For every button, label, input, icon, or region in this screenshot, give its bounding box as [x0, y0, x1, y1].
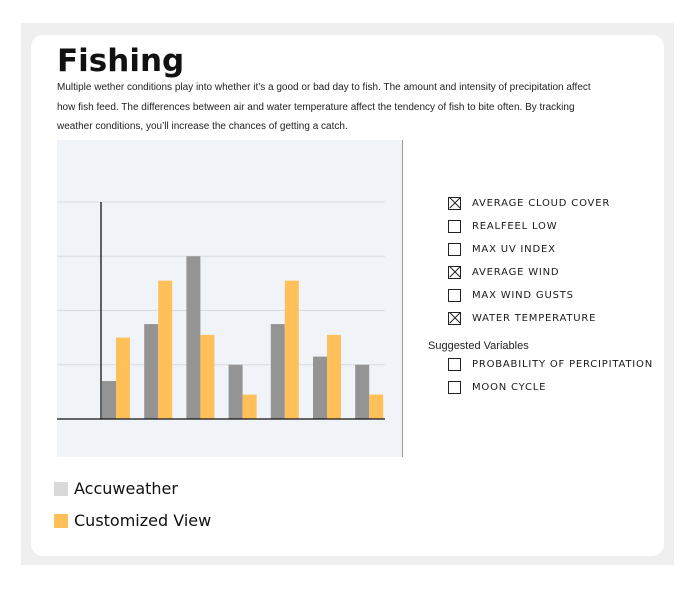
- checkbox[interactable]: [448, 196, 461, 210]
- option-water-temperature[interactable]: WATER TEMPERATURE: [448, 309, 596, 327]
- legend-item-customized-view: Customized View: [54, 511, 211, 530]
- legend-label: Customized View: [74, 511, 212, 530]
- bar-customized-view: [327, 334, 341, 419]
- checkbox[interactable]: [448, 265, 461, 279]
- option-average-cloud-cover[interactable]: AVERAGE CLOUD COVER: [448, 194, 610, 212]
- bar-customized-view: [200, 334, 215, 419]
- option-label: PROBABILITY OF PERCIPITATION: [472, 358, 653, 370]
- bar-customized-view: [242, 394, 257, 419]
- option-label: AVERAGE CLOUD COVER: [472, 197, 611, 209]
- option-max-uv-index[interactable]: MAX UV INDEX: [448, 240, 556, 258]
- bar-customized-view: [116, 337, 130, 419]
- bar-accuweather: [144, 324, 159, 419]
- legend-label: Accuweather: [74, 479, 178, 498]
- bar-customized-view: [369, 394, 384, 419]
- bar-accuweather: [313, 356, 327, 419]
- checkbox[interactable]: [448, 219, 461, 233]
- bar-customized-view: [158, 280, 173, 419]
- option-moon-cycle[interactable]: MOON CYCLE: [448, 378, 546, 396]
- checkbox[interactable]: [448, 380, 461, 394]
- option-label: MAX WIND GUSTS: [472, 289, 574, 301]
- option-realfeel-low[interactable]: REALFEEL LOW: [448, 217, 557, 235]
- option-label: MAX UV INDEX: [472, 243, 556, 255]
- option-label: MOON CYCLE: [472, 381, 547, 393]
- page-title: Fishing: [57, 43, 185, 79]
- legend-item-accuweather: Accuweather: [54, 479, 178, 498]
- bar-chart: [57, 140, 403, 457]
- page-description: Multiple wether conditions play into whe…: [57, 82, 591, 132]
- checkbox[interactable]: [448, 288, 461, 302]
- suggested-variables-heading: Suggested Variables: [428, 340, 529, 352]
- option-label: AVERAGE WIND: [472, 266, 560, 278]
- option-average-wind[interactable]: AVERAGE WIND: [448, 263, 559, 281]
- checkbox[interactable]: [448, 311, 461, 325]
- option-probability-of-percipitation[interactable]: PROBABILITY OF PERCIPITATION: [448, 355, 653, 373]
- bar-customized-view: [284, 280, 299, 419]
- checkbox[interactable]: [448, 242, 461, 256]
- vertical-divider: [402, 140, 403, 457]
- bar-accuweather: [102, 381, 116, 419]
- option-label: REALFEEL LOW: [472, 220, 558, 232]
- legend-swatch: [54, 481, 68, 496]
- legend-swatch: [54, 513, 68, 528]
- option-label: WATER TEMPERATURE: [472, 312, 597, 324]
- bar-accuweather: [355, 364, 370, 419]
- bar-accuweather: [186, 256, 201, 419]
- checkbox[interactable]: [448, 357, 461, 371]
- bar-accuweather: [270, 324, 285, 419]
- bar-accuweather: [228, 364, 243, 419]
- option-max-wind-gusts[interactable]: MAX WIND GUSTS: [448, 286, 574, 304]
